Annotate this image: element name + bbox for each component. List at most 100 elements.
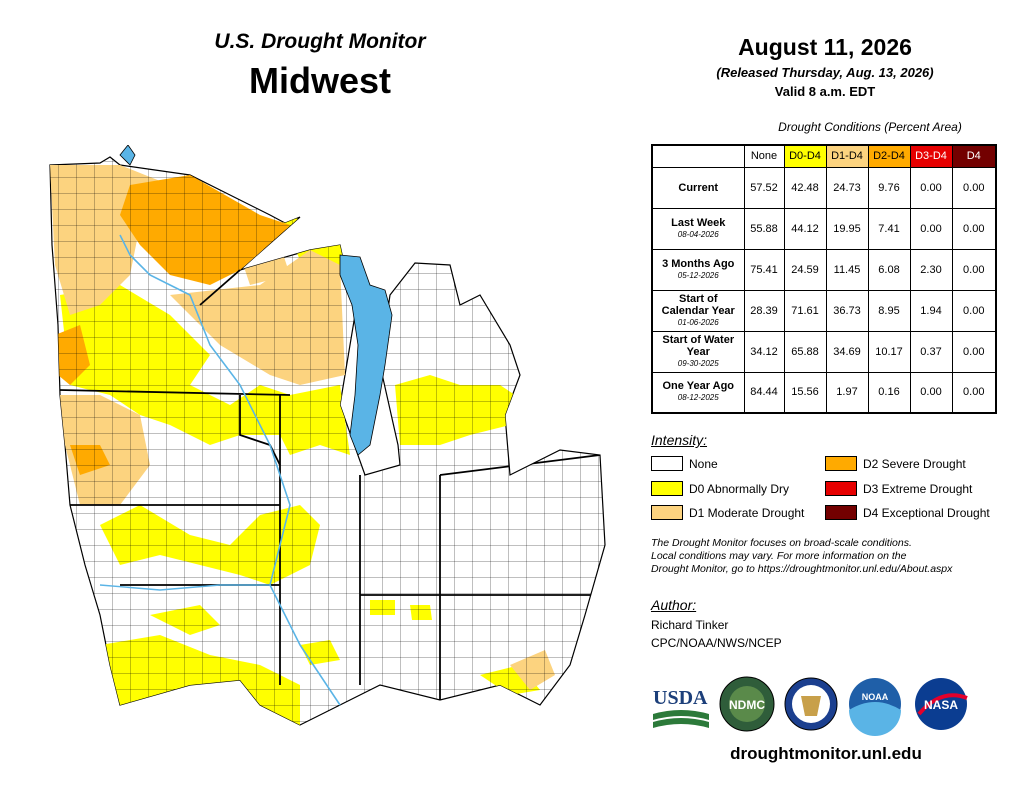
row-label: Start of Water Year 09-30-2025 [651,330,745,373]
table-cell: 0.00 [909,207,953,250]
table-cell: 7.41 [867,207,911,250]
table-cell: 11.45 [825,248,869,291]
row-label-text: Start of Water Year [662,333,735,358]
map-date: August 11, 2026 [738,34,912,60]
legend-item-d2: D2 Severe Drought [825,456,966,471]
drought-map [40,145,620,745]
author-org: CPC/NOAA/NWS/NCEP [651,636,782,650]
legend-swatch [825,505,857,520]
table-cell: 28.39 [743,289,785,332]
row-date: 08-12-2025 [677,393,719,403]
legend-item-d3: D3 Extreme Drought [825,481,972,496]
row-label: Start of Calendar Year 01-06-2026 [651,289,745,332]
table-row-start-water-year: Start of Water Year 09-30-2025 34.12 65.8… [651,330,997,373]
table-row-3-months-ago: 3 Months Ago 05-12-2026 75.41 24.59 11.45… [651,248,997,291]
row-label: Last Week 08-04-2026 [651,207,745,250]
table-cell: 10.17 [867,330,911,373]
row-label-text: Start of Calendar Year [661,292,735,317]
table-cell: 57.52 [743,166,785,209]
author-label: Author: [651,597,697,613]
legend-swatch [651,505,683,520]
table-cell: 1.94 [909,289,953,332]
legend-swatch [651,481,683,496]
note-line: Local conditions may vary. For more info… [651,550,907,562]
table-cell: 0.37 [909,330,953,373]
table-cell: 34.69 [825,330,869,373]
table-cell: 55.88 [743,207,785,250]
table-row-current: Current 57.52 42.48 24.73 9.76 0.00 0.00 [651,166,997,209]
nasa-logo: NASA [915,678,968,730]
legend-label: D4 Exceptional Drought [863,505,990,520]
row-label-text: Current [678,181,719,194]
legend-swatch [825,481,857,496]
svg-text:USDA: USDA [653,687,708,709]
legend-label: D2 Severe Drought [863,456,966,471]
svg-text:NOAA: NOAA [862,692,889,702]
table-cell: 0.00 [951,166,997,209]
drought-stats-table: None D0-D4 D1-D4 D2-D4 D3-D4 D4 Current … [651,144,997,414]
table-cell: 24.59 [783,248,827,291]
table-row-one-year-ago: One Year Ago 08-12-2025 84.44 15.56 1.97 … [651,371,997,414]
table-cell: 6.08 [867,248,911,291]
table-cell: 0.00 [909,166,953,209]
legend-item-d1: D1 Moderate Drought [651,505,804,520]
table-header-blank [652,145,744,167]
col-d1-d4: D1-D4 [825,144,869,168]
row-date: 09-30-2025 [677,358,719,368]
col-d4: D4 [951,144,997,168]
usda-logo: USDA [653,687,709,728]
row-date: 08-04-2026 [677,229,719,239]
row-label: One Year Ago 08-12-2025 [651,371,745,414]
col-d0-d4: D0-D4 [783,144,827,168]
table-cell: 42.48 [783,166,827,209]
legend-item-d0: D0 Abnormally Dry [651,481,789,496]
row-date: 05-12-2026 [677,270,719,280]
table-cell: 9.76 [867,166,911,209]
legend-label: D1 Moderate Drought [689,505,805,520]
date-block: August 11, 2026 (Released Thursday, Aug.… [660,34,990,99]
table-cell: 8.95 [867,289,911,332]
county-grid [50,157,605,725]
table-cell: 0.00 [951,248,997,291]
table-header-row: None D0-D4 D1-D4 D2-D4 D3-D4 D4 [652,144,997,168]
row-label: Current [651,166,745,209]
table-cell: 0.00 [951,371,997,414]
drought-map-svg [49,145,606,726]
svg-text:NDMC: NDMC [729,698,765,712]
legend-label: D3 Extreme Drought [863,481,973,496]
disclaimer-note: The Drought Monitor focuses on broad-sca… [651,537,1011,576]
table-cell: 65.88 [783,330,827,373]
noaa-logo: NOAA [849,678,901,736]
row-label: 3 Months Ago 05-12-2026 [651,248,745,291]
row-label-text: 3 Months Ago [662,257,735,270]
table-cell: 24.73 [825,166,869,209]
doc-seal-logo [784,677,838,731]
table-row-last-week: Last Week 08-04-2026 55.88 44.12 19.95 7.… [651,207,997,250]
table-cell: 36.73 [825,289,869,332]
table-cell: 34.12 [743,330,785,373]
table-cell: 0.00 [951,207,997,250]
svg-text:NASA: NASA [924,698,958,712]
row-label-text: One Year Ago [662,380,735,393]
legend-item-d4: D4 Exceptional Drought [825,505,990,520]
agency-logos: USDA NDMC NOAA NASA [651,676,991,736]
table-cell: 71.61 [783,289,827,332]
table-cell: 1.97 [825,371,869,414]
legend-item-none: None [651,456,718,471]
col-d2-d4: D2-D4 [867,144,911,168]
map-subtitle: U.S. Drought Monitor [214,30,426,53]
table-cell: 75.41 [743,248,785,291]
map-title-block: U.S. Drought Monitor Midwest [150,30,490,102]
table-cell: 2.30 [909,248,953,291]
col-none: None [743,144,785,168]
website-link[interactable]: droughtmonitor.unl.edu [730,744,922,763]
note-line: The Drought Monitor focuses on broad-sca… [651,537,912,549]
table-cell: 0.00 [951,289,997,332]
table-row-start-calendar-year: Start of Calendar Year 01-06-2026 28.39 7… [651,289,997,332]
table-cell: 15.56 [783,371,827,414]
release-date: (Released Thursday, Aug. 13, 2026) [716,65,934,80]
table-caption: Drought Conditions (Percent Area) [778,120,962,134]
row-label-text: Last Week [671,216,726,229]
row-date: 01-06-2026 [677,317,719,327]
table-cell: 44.12 [783,207,827,250]
